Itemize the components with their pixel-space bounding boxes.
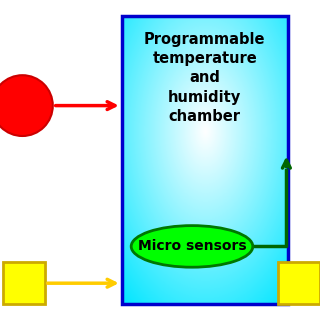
Text: Micro sensors: Micro sensors: [138, 239, 246, 253]
Bar: [122, 16, 288, 304]
Ellipse shape: [131, 226, 253, 267]
Bar: [278, 262, 320, 304]
Bar: [3, 262, 45, 304]
Text: Programmable
temperature
and
humidity
chamber: Programmable temperature and humidity ch…: [144, 32, 266, 124]
Circle shape: [0, 75, 53, 136]
